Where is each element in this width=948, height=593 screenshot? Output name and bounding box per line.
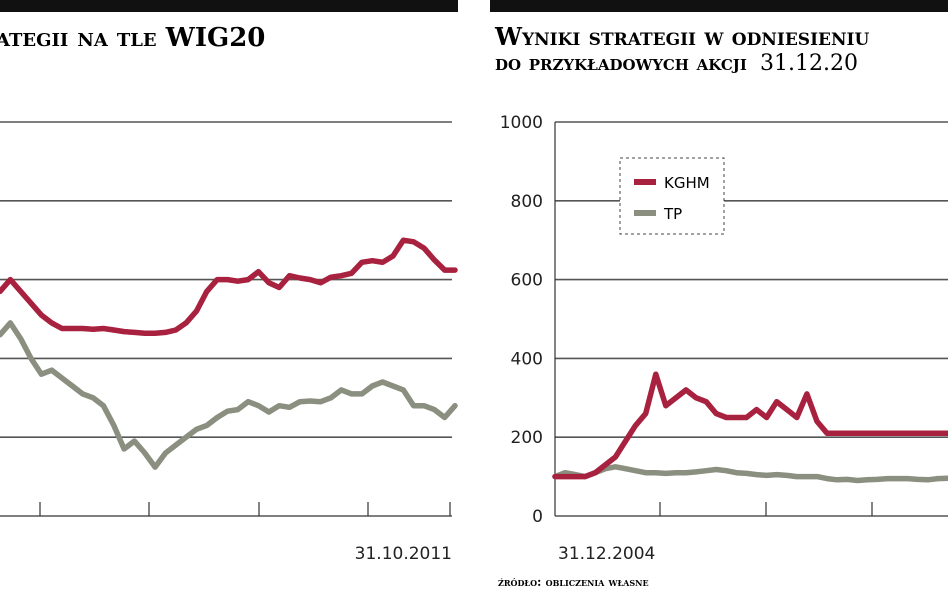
source-note: źródło: obliczenia własne (498, 575, 649, 589)
left-header-band (0, 0, 458, 12)
right-y-tick-label-4: 800 (511, 192, 543, 212)
right-chart-title-line1: Wyniki strategii w odniesieniu (494, 22, 869, 51)
right-chart: Wyniki strategii w odniesieniu do przykł… (494, 22, 948, 589)
legend-tp-label: TP (663, 205, 682, 223)
left-chart-title: ategii na tle WIG20 (0, 23, 265, 53)
right-x-ticks (659, 502, 873, 516)
legend: KGHM TP (619, 157, 725, 235)
right-chart-title-date: 31.12.20 (760, 51, 858, 76)
left-x-ticks (39, 502, 451, 516)
left-series-line-1 (0, 320, 458, 470)
left-series-lines (0, 237, 458, 470)
right-series-lines (552, 371, 948, 484)
left-end-date-label: 31.10.2011 (355, 544, 452, 564)
right-series-line-kghm (552, 371, 948, 480)
right-y-tick-label-5: 1000 (500, 113, 543, 133)
right-gridlines (555, 121, 948, 517)
right-chart-title-caps: do przykładowych akcji (495, 50, 747, 76)
right-y-tick-label-2: 400 (511, 349, 543, 369)
right-start-date-label: 31.12.2004 (558, 544, 655, 564)
legend-box (619, 157, 725, 235)
right-y-tick-label-0: 0 (532, 507, 543, 527)
right-series-line-tp (552, 464, 948, 484)
legend-kghm-label: KGHM (664, 174, 710, 192)
right-y-tick-labels: 0 200 400 600 800 1000 (500, 113, 543, 527)
right-chart-title-line2: do przykładowych akcji 31.12.20 (495, 50, 858, 76)
left-series-line-0 (0, 237, 458, 336)
right-y-tick-label-1: 200 (511, 428, 543, 448)
right-y-tick-label-3: 600 (511, 271, 543, 291)
right-header-band (490, 0, 948, 12)
left-chart: ategii na tle WIG20 31.10.2011 (0, 23, 458, 564)
